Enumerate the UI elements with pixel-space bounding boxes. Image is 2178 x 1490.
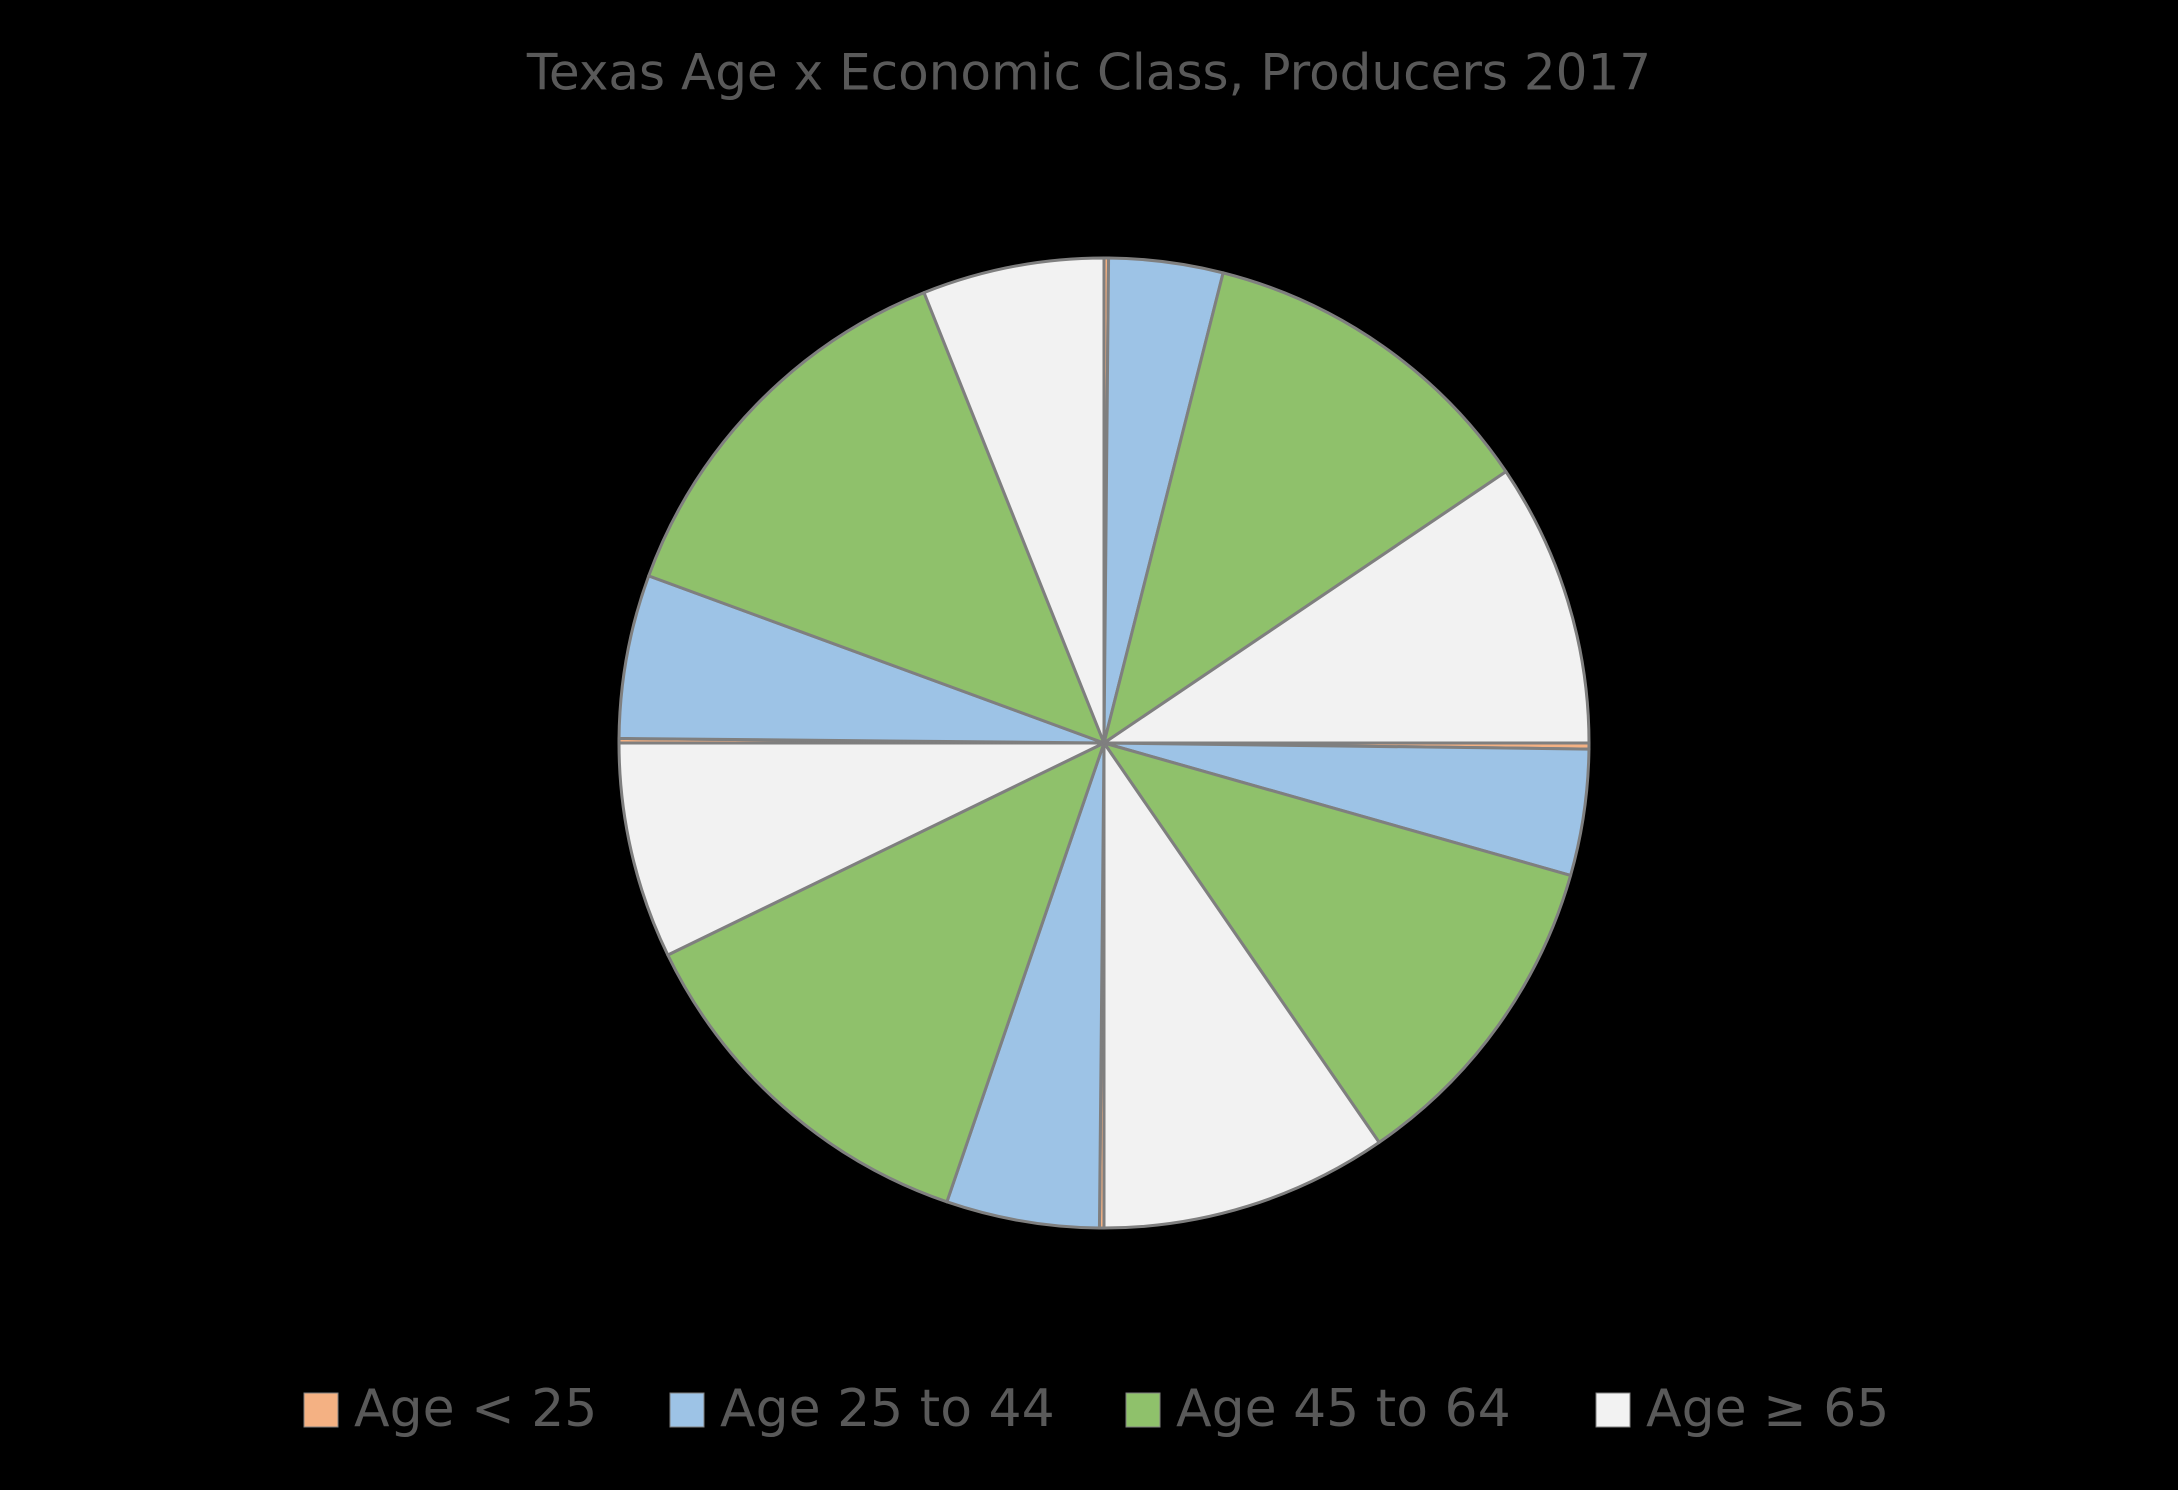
legend-swatch [669, 1392, 705, 1428]
legend-swatch [1595, 1392, 1631, 1428]
pie-slice [1102, 271, 1508, 745]
legend-label: Age 25 to 44 [720, 1379, 1055, 1439]
pie-slice [922, 256, 1106, 745]
chart-title: Texas Age x Economic Class, Producers 20… [526, 44, 1651, 102]
pie-slice [647, 291, 1106, 745]
legend-label: Age 45 to 64 [1176, 1379, 1511, 1439]
pie-slice [1102, 741, 1573, 1144]
legend-swatch [303, 1392, 339, 1428]
legend-swatch [1125, 1392, 1161, 1428]
pie-slice [1102, 741, 1381, 1230]
pie-slice [617, 741, 1106, 957]
pie-slice [666, 741, 1106, 1204]
legend-label: Age < 25 [354, 1379, 597, 1439]
legend-label: Age ≥ 65 [1646, 1379, 1889, 1439]
pie-slice [617, 574, 1106, 745]
pie-slice [1102, 470, 1591, 745]
pie-slice [945, 741, 1106, 1230]
